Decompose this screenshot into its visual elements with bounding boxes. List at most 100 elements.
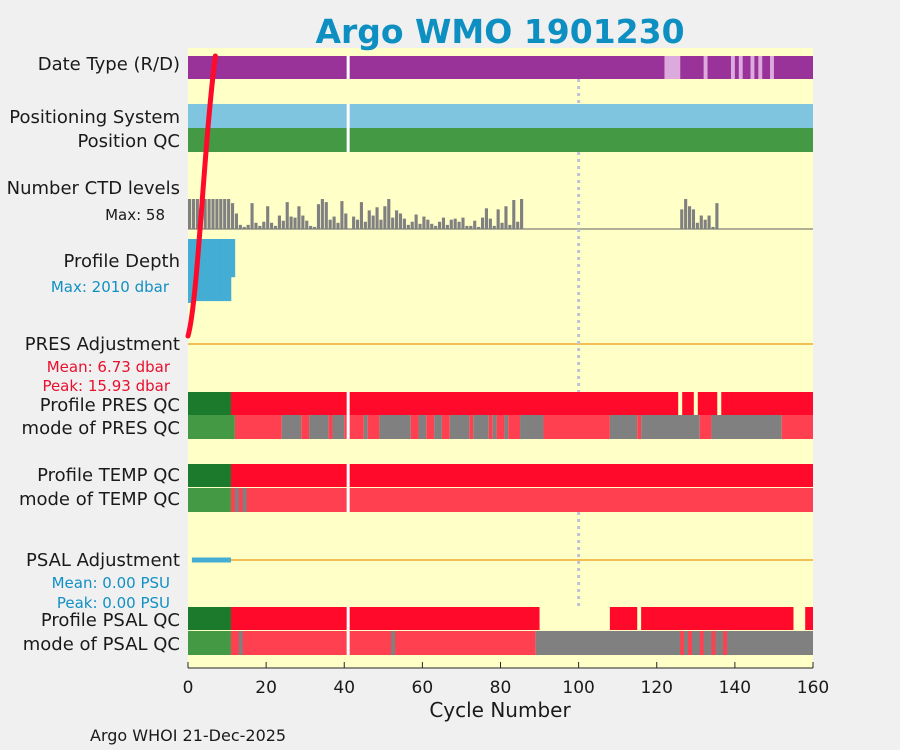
profile-depth-bar-5 <box>207 239 212 302</box>
ctd-levels-bar-54 <box>402 218 406 229</box>
data-gap-0-7 <box>346 607 350 630</box>
profile-depth-bar-9 <box>223 239 228 302</box>
mode-psal-qc-segment-9 <box>723 631 728 655</box>
mode-psal-qc-segment-3 <box>391 631 396 655</box>
ctd-levels-bar-74 <box>480 217 485 229</box>
ctd-levels-bar-67 <box>453 218 457 229</box>
profile-depth-bar-3 <box>199 239 204 302</box>
ctd-levels-bar-7 <box>215 199 219 229</box>
ctd-levels-bar-2 <box>195 199 199 229</box>
position-qc-segment-0 <box>188 128 813 152</box>
mode-temp-qc-segment-2 <box>234 488 239 512</box>
x-tick-label-1: 20 <box>255 678 277 698</box>
date-type-segment-4 <box>730 56 735 79</box>
profile-depth-bar-10 <box>227 239 232 302</box>
ctd-levels-bar-72 <box>473 220 477 229</box>
ctd-levels-bar-87 <box>688 206 692 229</box>
ctd-levels-bar-29 <box>301 215 305 229</box>
mode-psal-qc-segment-8 <box>711 631 716 655</box>
ctd-levels-bar-66 <box>449 219 453 229</box>
mode-pres-qc-segment-2 <box>281 415 302 439</box>
ctd-levels-bar-30 <box>305 220 309 229</box>
x-axis-label: Cycle Number <box>429 698 571 722</box>
ctd-levels-bar-45 <box>367 210 371 229</box>
data-gap-0-6 <box>346 488 350 512</box>
ctd-levels-bar-48 <box>379 219 383 229</box>
mode-pres-qc-segment-22 <box>504 415 509 439</box>
profile-pres-qc-gap-0 <box>678 392 683 415</box>
label-profile-psal-qc: Profile PSAL QC <box>41 610 180 631</box>
label-profile-pres-qc: Profile PRES QC <box>40 395 180 416</box>
ctd-levels-bar-73 <box>477 226 481 229</box>
mode-pres-qc-segment-12 <box>418 415 427 439</box>
chart-marks <box>185 53 813 655</box>
profile-psal-qc-segment-4 <box>805 607 813 630</box>
label-profile-depth: Profile Depth <box>63 251 180 272</box>
ctd-levels-bar-83 <box>516 221 520 229</box>
ctd-levels-bar-6 <box>211 199 215 229</box>
label-psal-adjustment: PSAL Adjustment <box>26 550 180 571</box>
ctd-levels-bar-88 <box>691 209 696 229</box>
date-type-segment-8 <box>770 56 774 79</box>
label-ctd-max: Max: 58 <box>105 206 165 224</box>
profile-pres-qc-segment-0 <box>188 392 231 415</box>
ctd-levels-bar-1 <box>191 199 196 229</box>
ctd-levels-bar-31 <box>309 225 313 229</box>
profile-psal-qc-segment-1 <box>230 607 540 630</box>
ctd-levels-bar-57 <box>414 214 418 229</box>
ctd-levels-bar-34 <box>320 199 324 229</box>
ctd-levels-bar-47 <box>375 207 379 229</box>
profile-temp-qc-segment-1 <box>230 464 813 487</box>
ctd-levels-bar-37 <box>332 216 336 229</box>
mode-pres-qc-segment-29 <box>699 415 712 439</box>
profile-depth-bar-7 <box>215 239 220 302</box>
mode-pres-qc-segment-25 <box>543 415 610 439</box>
date-type-segment-6 <box>750 56 755 79</box>
x-tick-label-8: 160 <box>797 678 829 698</box>
ctd-levels-bar-39 <box>340 201 344 229</box>
mode-psal-qc-segment-0 <box>188 631 231 655</box>
ctd-levels-bar-8 <box>219 199 223 229</box>
mode-psal-qc-segment-1 <box>230 631 536 655</box>
ctd-levels-bar-18 <box>258 225 262 229</box>
ctd-levels-bar-93 <box>711 226 715 229</box>
mode-pres-qc-segment-13 <box>426 415 435 439</box>
ctd-levels-bar-85 <box>680 209 684 229</box>
mode-pres-qc-segment-1 <box>234 415 282 439</box>
profile-depth-bar-0 <box>188 239 193 303</box>
ctd-levels-bar-0 <box>188 199 192 229</box>
label-ctd-levels: Number CTD levels <box>7 178 180 199</box>
x-ticks: 0 20 40 60 80 100 120 140 160 <box>183 662 829 698</box>
mode-pres-qc-segment-28 <box>641 415 700 439</box>
mode-pres-qc-segment-20 <box>492 415 497 439</box>
ctd-levels-bar-32 <box>313 226 317 229</box>
label-mode-psal-qc: mode of PSAL QC <box>23 634 180 655</box>
date-type-segment-2 <box>680 56 813 79</box>
profile-pres-qc-gap-1 <box>693 392 698 415</box>
pres-adjustment-curve <box>185 53 218 339</box>
mode-pres-qc-segment-14 <box>434 415 442 439</box>
label-mode-pres-qc: mode of PRES QC <box>22 418 180 439</box>
mode-psal-qc-segment-4 <box>535 631 813 655</box>
ctd-levels-bar-53 <box>398 213 403 229</box>
mode-pres-qc-segment-8 <box>363 415 368 439</box>
x-tick-label-5: 100 <box>562 678 594 698</box>
x-tick-label-7: 140 <box>719 678 751 698</box>
ctd-levels-bar-40 <box>344 213 348 229</box>
x-axis: 0 20 40 60 80 100 120 140 160 <box>183 662 829 698</box>
ctd-levels-bar-69 <box>461 217 465 229</box>
ctd-levels-bar-82 <box>512 200 516 229</box>
footer-credit: Argo WHOI 21-Dec-2025 <box>90 726 286 745</box>
ctd-levels-bar-68 <box>457 221 461 229</box>
mode-pres-qc-segment-3 <box>301 415 310 439</box>
profile-depth-bar-8 <box>219 239 224 302</box>
mode-temp-qc-segment-1 <box>230 488 813 512</box>
ctd-levels-bar-81 <box>508 224 512 229</box>
x-tick-label-6: 120 <box>641 678 673 698</box>
ctd-levels-bar-55 <box>406 224 410 229</box>
date-type-segment-1 <box>664 56 681 79</box>
mode-pres-qc-segment-23 <box>508 415 521 439</box>
mode-psal-qc-segment-7 <box>699 631 704 655</box>
ctd-levels-bar-10 <box>227 199 231 229</box>
ctd-levels-bar-63 <box>438 221 442 229</box>
